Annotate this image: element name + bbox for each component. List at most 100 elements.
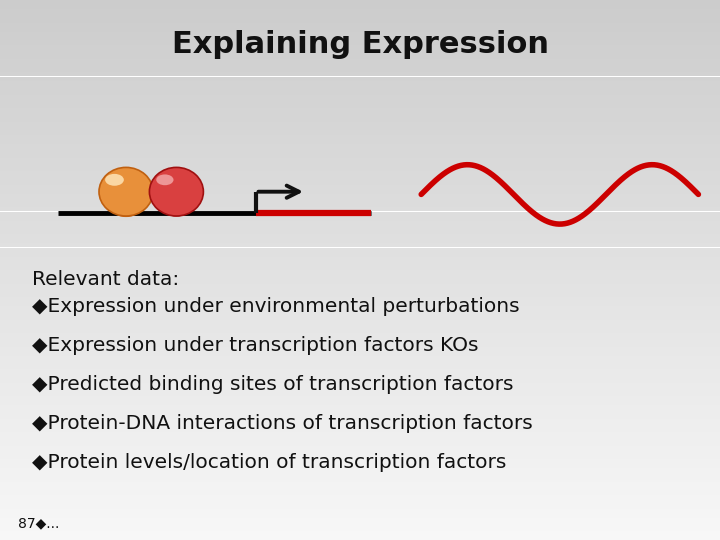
Ellipse shape — [166, 208, 186, 217]
Bar — [0, 378, 720, 382]
Bar — [0, 202, 720, 207]
Text: ◆Expression under environmental perturbations: ◆Expression under environmental perturba… — [32, 297, 520, 316]
Bar — [0, 135, 720, 139]
Bar — [0, 414, 720, 418]
Bar — [0, 293, 720, 297]
Bar — [0, 320, 720, 324]
Text: ◆Protein-DNA interactions of transcription factors: ◆Protein-DNA interactions of transcripti… — [32, 414, 533, 433]
Bar — [0, 459, 720, 463]
Text: ◆Expression under transcription factors KOs: ◆Expression under transcription factors … — [32, 336, 479, 355]
Bar — [0, 180, 720, 185]
Ellipse shape — [105, 174, 124, 186]
Bar — [0, 266, 720, 270]
Bar — [0, 108, 720, 112]
Ellipse shape — [99, 167, 153, 216]
Bar — [0, 166, 720, 171]
Bar — [0, 468, 720, 472]
Bar — [0, 45, 720, 50]
Bar — [0, 522, 720, 526]
Bar — [0, 455, 720, 459]
Bar — [0, 450, 720, 455]
Bar — [0, 351, 720, 355]
Bar — [0, 509, 720, 513]
Bar — [0, 212, 720, 216]
Bar — [0, 256, 720, 261]
Bar — [0, 531, 720, 536]
Bar — [0, 436, 720, 441]
Ellipse shape — [156, 174, 174, 185]
Bar — [0, 432, 720, 436]
Bar — [0, 536, 720, 540]
Bar — [0, 112, 720, 117]
Bar — [0, 324, 720, 328]
Bar — [0, 526, 720, 531]
Bar — [0, 171, 720, 176]
Bar — [0, 297, 720, 301]
Bar — [0, 99, 720, 104]
Bar — [0, 486, 720, 490]
Text: Relevant data:: Relevant data: — [32, 270, 180, 289]
Bar — [0, 301, 720, 306]
Bar — [0, 220, 720, 225]
Bar — [0, 63, 720, 68]
Bar — [0, 315, 720, 320]
Bar — [0, 85, 720, 90]
Bar — [0, 369, 720, 374]
Bar — [0, 360, 720, 364]
Bar — [0, 207, 720, 212]
Bar — [0, 392, 720, 396]
Bar — [0, 338, 720, 342]
Bar — [0, 81, 720, 85]
Bar — [0, 288, 720, 293]
Text: Explaining Expression: Explaining Expression — [171, 30, 549, 59]
Bar — [0, 0, 720, 4]
Bar — [0, 36, 720, 40]
Bar — [0, 104, 720, 108]
Ellipse shape — [150, 167, 204, 216]
Bar — [0, 504, 720, 509]
Bar — [0, 274, 720, 279]
Bar — [0, 477, 720, 482]
Bar — [0, 198, 720, 202]
Bar — [0, 239, 720, 243]
Bar — [0, 225, 720, 229]
Bar — [0, 131, 720, 135]
Bar — [0, 482, 720, 486]
Bar — [0, 139, 720, 144]
Bar — [0, 234, 720, 239]
Bar — [0, 153, 720, 158]
Bar — [0, 189, 720, 193]
Bar — [0, 355, 720, 360]
Bar — [0, 68, 720, 72]
Ellipse shape — [115, 207, 137, 217]
Bar — [0, 500, 720, 504]
Bar — [0, 50, 720, 54]
Bar — [0, 216, 720, 220]
Bar — [0, 405, 720, 409]
Bar — [0, 94, 720, 99]
Bar — [0, 40, 720, 45]
Bar — [0, 517, 720, 522]
Bar — [0, 230, 720, 234]
Bar — [0, 193, 720, 198]
Bar — [0, 387, 720, 392]
Bar — [0, 374, 720, 378]
Bar — [0, 31, 720, 36]
Bar — [0, 252, 720, 256]
Bar — [0, 72, 720, 77]
Bar — [0, 117, 720, 122]
Bar — [0, 58, 720, 63]
Bar — [0, 364, 720, 369]
Bar — [0, 176, 720, 180]
Bar — [0, 126, 720, 131]
Text: ◆Protein levels/location of transcription factors: ◆Protein levels/location of transcriptio… — [32, 453, 507, 471]
Bar — [0, 306, 720, 310]
Bar — [0, 513, 720, 517]
Bar — [0, 396, 720, 401]
Bar — [0, 247, 720, 252]
Bar — [0, 9, 720, 14]
Bar — [0, 382, 720, 387]
Bar — [0, 54, 720, 58]
Bar — [0, 428, 720, 432]
Bar — [0, 495, 720, 500]
